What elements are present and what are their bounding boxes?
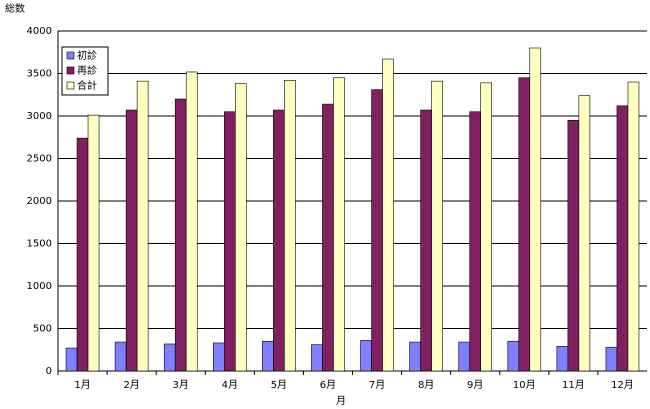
x-tick-label: 4月 bbox=[222, 379, 238, 391]
y-tick-label: 0 bbox=[46, 366, 52, 377]
bar bbox=[360, 340, 372, 372]
legend-label: 合計 bbox=[77, 79, 97, 92]
x-tick-label: 5月 bbox=[271, 379, 287, 391]
bar bbox=[567, 119, 580, 372]
legend-swatch bbox=[66, 66, 75, 75]
bar bbox=[458, 341, 471, 372]
bar bbox=[273, 109, 285, 372]
bar bbox=[518, 77, 531, 372]
bar bbox=[125, 109, 138, 372]
bar bbox=[578, 95, 591, 372]
bar bbox=[333, 77, 345, 372]
bar bbox=[529, 47, 542, 372]
x-tick-label: 11月 bbox=[562, 379, 585, 391]
bar bbox=[382, 58, 394, 372]
bar bbox=[76, 137, 89, 372]
bar bbox=[322, 103, 334, 372]
bar bbox=[234, 83, 247, 372]
y-tick-label: 500 bbox=[33, 324, 52, 335]
y-tick-label: 2500 bbox=[27, 154, 52, 165]
legend-swatch bbox=[66, 51, 75, 60]
x-axis-label: 月 bbox=[336, 395, 346, 407]
bar bbox=[284, 80, 296, 372]
x-tick-label: 3月 bbox=[173, 379, 189, 391]
bar bbox=[114, 341, 127, 372]
bar bbox=[507, 340, 520, 372]
x-tick-label: 9月 bbox=[467, 379, 483, 391]
bar bbox=[409, 341, 421, 372]
y-axis-label: 総数 bbox=[5, 2, 25, 15]
bar bbox=[223, 111, 236, 372]
bar bbox=[371, 89, 383, 372]
x-tick-label: 8月 bbox=[418, 379, 434, 391]
x-tick-label: 6月 bbox=[320, 379, 336, 391]
legend-label: 再診 bbox=[77, 64, 97, 77]
x-tick-label: 2月 bbox=[123, 379, 139, 391]
y-tick-label: 2000 bbox=[27, 196, 52, 207]
x-tick-label: 12月 bbox=[611, 379, 634, 391]
bar bbox=[185, 71, 198, 372]
bar bbox=[605, 346, 618, 372]
x-tick-label: 1月 bbox=[74, 379, 90, 391]
bar bbox=[616, 105, 629, 372]
y-tick-label: 3000 bbox=[27, 111, 52, 122]
bar bbox=[420, 109, 432, 372]
bar bbox=[480, 82, 493, 372]
y-tick-label: 3500 bbox=[27, 69, 52, 80]
bar bbox=[65, 347, 78, 372]
legend-label: 初診 bbox=[77, 49, 97, 62]
bar bbox=[212, 342, 225, 372]
bar bbox=[87, 114, 100, 372]
y-tick-label: 1500 bbox=[27, 239, 52, 250]
y-tick-label: 4000 bbox=[27, 26, 52, 37]
bar bbox=[311, 344, 323, 372]
bar bbox=[262, 340, 274, 372]
bar bbox=[163, 343, 176, 372]
bar bbox=[469, 111, 482, 372]
bar bbox=[174, 98, 187, 372]
bar bbox=[627, 81, 640, 372]
x-tick-label: 7月 bbox=[369, 379, 385, 391]
bar bbox=[431, 80, 443, 372]
bar bbox=[556, 346, 569, 372]
y-tick-label: 1000 bbox=[27, 281, 52, 292]
bar bbox=[136, 80, 149, 372]
legend-swatch bbox=[66, 81, 75, 90]
x-tick-label: 10月 bbox=[513, 379, 536, 391]
